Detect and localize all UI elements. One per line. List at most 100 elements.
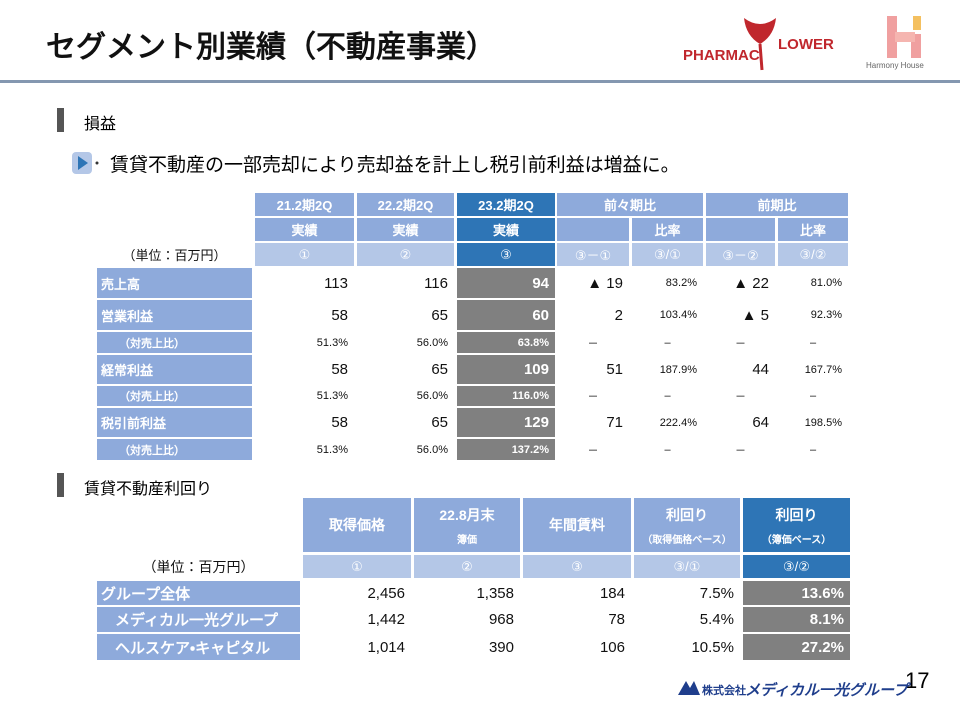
- logo-text: Harmony House: [866, 61, 924, 70]
- col-number: ②: [357, 243, 454, 266]
- company-prefix: 株式会社: [702, 685, 746, 697]
- value-cell: –: [632, 439, 703, 460]
- col-number: ③/②: [778, 243, 848, 266]
- row-label: 売上高: [97, 268, 252, 298]
- logo-text: PHARMAC: [683, 47, 760, 64]
- value-cell: －: [557, 386, 629, 406]
- section-heading: 賃貸不動産利回り: [84, 481, 213, 498]
- value-cell: 167.7%: [778, 355, 848, 384]
- value-cell: ▲ 22: [706, 268, 775, 298]
- header-cell: 22.2期2Q: [357, 193, 454, 216]
- flower-icon: [744, 18, 776, 71]
- bullet-text: 賃貸不動産の一部売却により売却益を計上し税引前利益は増益に。: [110, 155, 680, 176]
- col-number: ③/①: [632, 243, 703, 266]
- value-cell: 58: [255, 355, 354, 384]
- value-cell: 27.2%: [743, 634, 850, 660]
- value-cell: 44: [706, 355, 775, 384]
- page-number: 17: [905, 668, 930, 693]
- value-cell: 2: [557, 300, 629, 330]
- value-cell: 56.0%: [357, 332, 454, 353]
- harmony-icon: [887, 16, 921, 58]
- value-cell: 390: [414, 634, 520, 660]
- header-cell: 前期比: [706, 193, 848, 216]
- value-cell: －: [706, 386, 775, 406]
- value-cell: 2,456: [303, 581, 411, 605]
- value-cell: ▲ 5: [706, 300, 775, 330]
- value-cell: 94: [457, 268, 555, 298]
- section-bar: [57, 473, 64, 497]
- value-cell: 58: [255, 408, 354, 437]
- value-cell: 51: [557, 355, 629, 384]
- value-cell: 968: [414, 607, 520, 632]
- header-text: 利回り: [775, 506, 818, 523]
- value-cell: –: [632, 386, 703, 406]
- value-cell: －: [706, 439, 775, 460]
- col-number: ③: [457, 243, 555, 266]
- row-label: （対売上比）: [97, 386, 252, 406]
- value-cell: 222.4%: [632, 408, 703, 437]
- col-number: ②: [414, 555, 520, 578]
- bullet-icon: [72, 152, 99, 174]
- value-cell: 8.1%: [743, 607, 850, 632]
- row-label: （対売上比）: [97, 332, 252, 353]
- row-label: 営業利益: [97, 300, 252, 330]
- value-cell: －: [557, 439, 629, 460]
- value-cell: 81.0%: [778, 268, 848, 298]
- value-cell: 13.6%: [743, 581, 850, 605]
- header-cell: 年間賃料: [523, 498, 631, 552]
- value-cell: 65: [357, 408, 454, 437]
- header-cell: 実績: [255, 218, 354, 241]
- value-cell: 51.3%: [255, 439, 354, 460]
- unit-label: （単位：百万円）: [122, 248, 227, 263]
- row-label: 税引前利益: [97, 408, 252, 437]
- header-cell: 実績: [457, 218, 555, 241]
- col-number: ③/②: [743, 555, 850, 578]
- header-cell: [557, 218, 629, 241]
- col-number: ①: [255, 243, 354, 266]
- value-cell: 187.9%: [632, 355, 703, 384]
- value-cell: 1,442: [303, 607, 411, 632]
- header-cell: 利回り （簿価ベース）: [743, 498, 850, 552]
- value-cell: –: [778, 439, 848, 460]
- header-cell: 利回り （取得価格ベース）: [634, 498, 740, 552]
- header-cell: 23.2期2Q: [457, 193, 555, 216]
- header-cell: 22.8月末 簿価: [414, 498, 520, 552]
- section-heading: 損益: [84, 116, 117, 133]
- header-text: （簿価ベース）: [761, 534, 832, 546]
- value-cell: 5.4%: [634, 607, 740, 632]
- header-text: （取得価格ベース）: [642, 534, 732, 546]
- value-cell: 103.4%: [632, 300, 703, 330]
- col-number: ①: [303, 555, 411, 578]
- header-text: 簿価: [457, 534, 477, 546]
- value-cell: 109: [457, 355, 555, 384]
- value-cell: 56.0%: [357, 386, 454, 406]
- value-cell: 71: [557, 408, 629, 437]
- title: セグメント別業績（不動産事業）: [46, 31, 496, 64]
- header-text: 利回り: [666, 506, 708, 523]
- value-cell: 137.2%: [457, 439, 555, 460]
- value-cell: 83.2%: [632, 268, 703, 298]
- header-cell: 取得価格: [303, 498, 411, 552]
- value-cell: －: [706, 332, 775, 353]
- value-cell: 129: [457, 408, 555, 437]
- value-cell: 64: [706, 408, 775, 437]
- col-number: ③－①: [557, 243, 629, 266]
- col-number: ③－②: [706, 243, 775, 266]
- value-cell: 116.0%: [457, 386, 555, 406]
- header-text: 年間賃料: [549, 517, 605, 533]
- row-label: ヘルスケア・キャピタル: [97, 634, 300, 660]
- header-cell: 前々期比: [557, 193, 703, 216]
- company-name: メディカル一光グループ: [745, 682, 909, 699]
- row-label: メディカル一光グループ: [97, 607, 300, 632]
- col-number: ③/①: [634, 555, 740, 578]
- unit-label: （単位：百万円）: [142, 558, 255, 575]
- value-cell: 198.5%: [778, 408, 848, 437]
- header-cell: 実績: [357, 218, 454, 241]
- logo-text: LOWER: [778, 36, 834, 53]
- value-cell: 106: [523, 634, 631, 660]
- value-cell: 78: [523, 607, 631, 632]
- value-cell: 184: [523, 581, 631, 605]
- value-cell: ▲ 19: [557, 268, 629, 298]
- title-rule: [0, 80, 960, 83]
